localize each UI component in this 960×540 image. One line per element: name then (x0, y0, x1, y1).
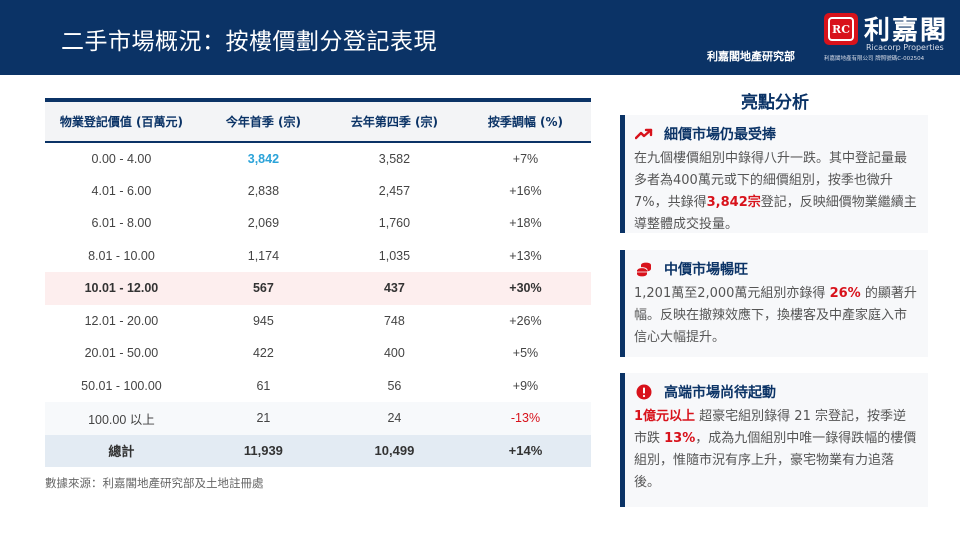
page-title: 二手市場概況：按樓價劃分登記表現 (61, 29, 437, 55)
cell-change: +5% (512, 346, 539, 361)
cell-change: +7% (512, 151, 539, 166)
cell-last-quarter: 748 (383, 313, 405, 328)
cell-range: 10.01 - 12.00 (45, 272, 198, 305)
highlight-card-low-price: 細價市場仍最受捧 在九個樓價組別中錄得八升一跌。其中登記量最多者為400萬元或下… (620, 115, 928, 233)
cell-change: +18% (509, 216, 542, 231)
table-row: 20.01 - 50.00 422 400 +5% (45, 337, 591, 370)
cell-this-quarter: 21 (197, 402, 329, 435)
cell-range: 50.01 - 100.00 (81, 378, 162, 393)
column-header-change: 按季調幅 (%) (459, 102, 591, 143)
total-this-quarter: 11,939 (197, 434, 329, 467)
highlight-card-mid-price: 中價市場暢旺 1,201萬至2,000萬元組別亦錄得 26% 的顯著升幅。反映在… (620, 250, 928, 357)
cell-last-quarter: 437 (328, 272, 460, 305)
department-label: 利嘉閣地產研究部 (707, 50, 795, 63)
column-header-range: 物業登記價值 (百萬元) (45, 102, 198, 143)
cell-this-quarter: 61 (256, 378, 271, 393)
table-row: 50.01 - 100.00 61 56 +9% (45, 370, 591, 403)
cell-range: 0.00 - 4.00 (91, 151, 152, 166)
cell-this-quarter: 422 (252, 346, 274, 361)
cell-range: 100.00 以上 (45, 402, 198, 435)
table-header-row: 物業登記價值 (百萬元) 今年首季 (宗) 去年第四季 (宗) 按季調幅 (%) (45, 102, 591, 143)
cell-last-quarter: 1,035 (378, 248, 411, 263)
cell-last-quarter: 56 (387, 378, 402, 393)
column-header-this-quarter: 今年首季 (宗) (197, 102, 329, 143)
card-title: 高端市場尚待起動 (664, 385, 776, 401)
cell-range: 4.01 - 6.00 (91, 183, 152, 198)
cell-last-quarter: 24 (328, 402, 460, 435)
cell-last-quarter: 1,760 (378, 216, 411, 231)
cell-range: 6.01 - 8.00 (91, 216, 152, 231)
cell-last-quarter: 400 (383, 346, 405, 361)
highlight-value: 1億元以上 (634, 409, 696, 424)
company-logo: RC 利嘉閣 Ricacorp Properties 利嘉閣地產有限公司 牌照號… (824, 10, 954, 65)
table-row: 8.01 - 10.00 1,174 1,035 +13% (45, 240, 591, 273)
table-row: 6.01 - 8.00 2,069 1,760 +18% (45, 207, 591, 240)
card-body: 1,201萬至2,000萬元組別亦錄得 26% 的顯著升幅。反映在撤辣效應下，換… (634, 286, 917, 345)
table-row: 12.01 - 20.00 945 748 +26% (45, 305, 591, 338)
column-header-last-quarter: 去年第四季 (宗) (328, 102, 460, 143)
cell-range: 8.01 - 10.00 (88, 248, 155, 263)
highlight-value: 26% (829, 286, 861, 301)
data-source-note: 數據來源：利嘉閣地產研究部及土地註冊處 (45, 476, 264, 490)
logo-license: 利嘉閣地產有限公司 牌照號碼C-002504 (824, 56, 925, 62)
cell-this-quarter: 2,069 (247, 216, 280, 231)
cell-change: +26% (509, 313, 542, 328)
card-body: 1億元以上 超豪宅組別錄得 21 宗登記，按季逆市跌 13%，成為九個組別中唯一… (634, 409, 917, 490)
header-bar: 二手市場概況：按樓價劃分登記表現 利嘉閣地產研究部 RC 利嘉閣 Ricacor… (0, 0, 960, 75)
cell-this-quarter: 3,842 (247, 151, 280, 166)
analysis-heading: 亮點分析 (741, 93, 809, 113)
logo-name-en: Ricacorp Properties (866, 43, 944, 52)
cell-change: +30% (459, 272, 591, 305)
card-title: 中價市場暢旺 (664, 262, 748, 278)
card-body: 在九個樓價組別中錄得八升一跌。其中登記量最多者為400萬元或下的細價組別，按季也… (634, 151, 917, 232)
cell-this-quarter: 567 (197, 272, 329, 305)
table-row: 4.01 - 6.00 2,838 2,457 +16% (45, 175, 591, 208)
cell-change: +16% (509, 183, 542, 198)
logo-mark-icon: RC (824, 13, 858, 45)
total-label: 總計 (45, 434, 198, 467)
cell-last-quarter: 2,457 (378, 183, 411, 198)
cell-this-quarter: 945 (252, 313, 274, 328)
highlight-value: 13% (664, 431, 696, 446)
price-band-table: 物業登記價值 (百萬元) 今年首季 (宗) 去年第四季 (宗) 按季調幅 (%)… (45, 98, 591, 467)
cell-this-quarter: 2,838 (247, 183, 280, 198)
total-change: +14% (459, 434, 591, 467)
coins-icon (634, 260, 654, 278)
cell-change: +9% (512, 378, 539, 393)
cell-this-quarter: 1,174 (247, 248, 280, 263)
cell-change-negative: -13% (459, 402, 591, 435)
alert-circle-icon (634, 383, 654, 401)
highlight-value: 3,842宗 (706, 195, 761, 210)
cell-last-quarter: 3,582 (378, 151, 411, 166)
table-row: 0.00 - 4.00 3,842 3,582 +7% (45, 142, 591, 175)
table-row-highlighted: 10.01 - 12.00 567 437 +30% (45, 272, 591, 305)
logo-name-cn: 利嘉閣 (864, 16, 949, 46)
cell-change: +13% (509, 248, 542, 263)
highlight-card-high-end: 高端市場尚待起動 1億元以上 超豪宅組別錄得 21 宗登記，按季逆市跌 13%，… (620, 373, 928, 507)
cell-range: 20.01 - 50.00 (84, 346, 159, 361)
card-title: 細價市場仍最受捧 (664, 127, 776, 143)
table-top-rule (45, 98, 591, 102)
table-total-row: 總計 11,939 10,499 +14% (45, 434, 591, 467)
total-last-quarter: 10,499 (328, 434, 460, 467)
cell-range: 12.01 - 20.00 (84, 313, 159, 328)
table-row: 100.00 以上 21 24 -13% (45, 402, 591, 435)
trending-up-icon (634, 125, 654, 143)
